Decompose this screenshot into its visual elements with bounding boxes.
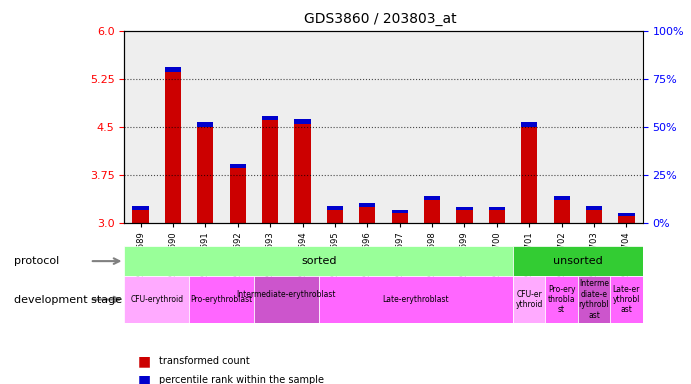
Bar [392, 210, 408, 213]
Bar [424, 200, 440, 223]
Bar [456, 210, 473, 223]
Bar [456, 207, 473, 210]
Text: ■: ■ [138, 354, 151, 368]
Bar [165, 72, 181, 223]
Text: transformed count: transformed count [159, 356, 249, 366]
Bar [586, 206, 602, 210]
Text: percentile rank within the sample: percentile rank within the sample [159, 375, 324, 384]
Bar [294, 124, 311, 223]
Text: development stage: development stage [14, 295, 122, 305]
Text: GDS3860 / 203803_at: GDS3860 / 203803_at [304, 12, 456, 25]
Bar [553, 197, 570, 200]
Bar [392, 213, 408, 223]
Bar [197, 122, 214, 127]
Bar [359, 207, 375, 223]
Text: Late-er
ythrobl
ast: Late-er ythrobl ast [613, 285, 640, 314]
Bar [489, 207, 505, 210]
Bar [133, 210, 149, 223]
FancyBboxPatch shape [545, 276, 578, 323]
FancyBboxPatch shape [124, 276, 189, 323]
Bar [489, 210, 505, 223]
Bar [424, 197, 440, 200]
FancyBboxPatch shape [254, 276, 319, 323]
Text: ■: ■ [138, 373, 151, 384]
Text: CFU-er
ythroid: CFU-er ythroid [515, 290, 543, 309]
FancyBboxPatch shape [124, 246, 513, 276]
Text: CFU-erythroid: CFU-erythroid [130, 295, 183, 304]
Bar [133, 206, 149, 210]
Bar [586, 210, 602, 223]
FancyBboxPatch shape [189, 276, 254, 323]
FancyBboxPatch shape [513, 246, 643, 276]
Text: Late-erythroblast: Late-erythroblast [383, 295, 449, 304]
Bar [197, 127, 214, 223]
Bar [262, 116, 278, 120]
Bar [294, 119, 311, 124]
FancyBboxPatch shape [513, 276, 545, 323]
Text: Intermediate-erythroblast: Intermediate-erythroblast [236, 290, 336, 309]
Bar [521, 122, 538, 127]
Bar [521, 127, 538, 223]
FancyBboxPatch shape [319, 276, 513, 323]
Bar [327, 210, 343, 223]
Text: Interme
diate-e
rythrobl
ast: Interme diate-e rythrobl ast [579, 280, 609, 319]
Bar [262, 120, 278, 223]
Text: Pro-erythroblast: Pro-erythroblast [191, 295, 253, 304]
Text: Pro-ery
throbla
st: Pro-ery throbla st [548, 285, 576, 314]
FancyBboxPatch shape [610, 276, 643, 323]
Bar [359, 203, 375, 207]
Bar [618, 213, 634, 216]
Text: protocol: protocol [14, 256, 59, 266]
Bar [327, 206, 343, 210]
Bar [618, 216, 634, 223]
FancyBboxPatch shape [578, 276, 610, 323]
Bar [553, 200, 570, 223]
Text: unsorted: unsorted [553, 256, 603, 266]
Bar [229, 164, 246, 168]
Text: sorted: sorted [301, 256, 337, 266]
Bar [229, 168, 246, 223]
Bar [165, 66, 181, 72]
